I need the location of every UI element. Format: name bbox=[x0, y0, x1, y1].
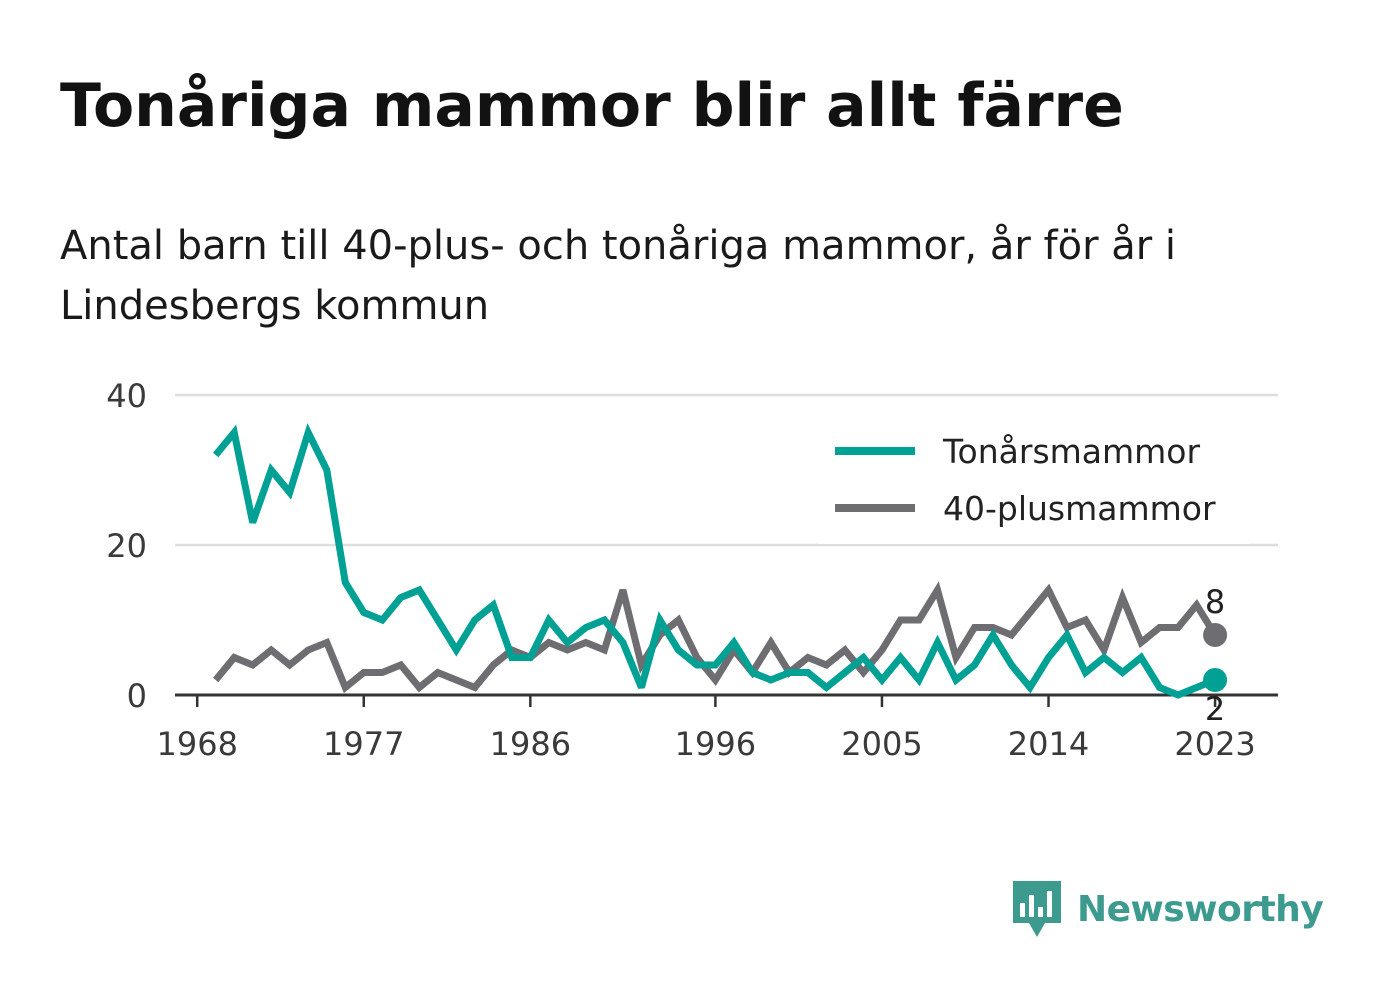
end-value-label: 8 bbox=[1205, 583, 1225, 621]
chart-subtitle: Antal barn till 40-plus- och tonåriga ma… bbox=[60, 223, 1177, 329]
legend-label: Tonårsmammor bbox=[942, 432, 1200, 471]
series-line-tonarsmammor bbox=[212, 423, 1217, 699]
legend-label: 40-plusmammor bbox=[943, 489, 1216, 528]
series-lines bbox=[212, 423, 1219, 699]
y-tick-label: 0 bbox=[127, 677, 147, 715]
legend-background bbox=[818, 418, 1250, 544]
end-value-label: 2 bbox=[1205, 690, 1225, 728]
x-tick-label: 1968 bbox=[156, 725, 237, 763]
x-tick-label: 2023 bbox=[1174, 725, 1255, 763]
gridlines bbox=[175, 393, 1278, 547]
x-tick-label: 1977 bbox=[323, 725, 404, 763]
x-tick-label: 2005 bbox=[841, 725, 922, 763]
y-tick-label: 20 bbox=[106, 527, 147, 565]
series-line-40-plusmammor bbox=[212, 581, 1219, 694]
end-point bbox=[1203, 623, 1228, 647]
x-tick-label: 2014 bbox=[1008, 725, 1089, 763]
brand-name: Newsworthy bbox=[1077, 888, 1324, 930]
line-chart: 0 20 40 1968 1977 1986 1996 2005 2014 2023 Tonårs… bbox=[106, 377, 1278, 763]
x-tick-label: 1986 bbox=[490, 725, 571, 763]
axes: 0 20 40 1968 1977 1986 1996 2005 2014 2023 bbox=[106, 377, 1278, 763]
end-labels: 28 bbox=[1203, 583, 1228, 728]
y-tick-label: 40 bbox=[106, 377, 147, 415]
chart-title: Tonåriga mammor blir allt färre bbox=[60, 71, 1124, 141]
newsworthy-logo-icon bbox=[1013, 881, 1061, 937]
x-tick-label: 1996 bbox=[675, 725, 756, 763]
brand: Newsworthy bbox=[1011, 878, 1324, 940]
legend: Tonårsmammor 40-plusmammor bbox=[818, 418, 1250, 544]
end-point bbox=[1203, 668, 1228, 692]
